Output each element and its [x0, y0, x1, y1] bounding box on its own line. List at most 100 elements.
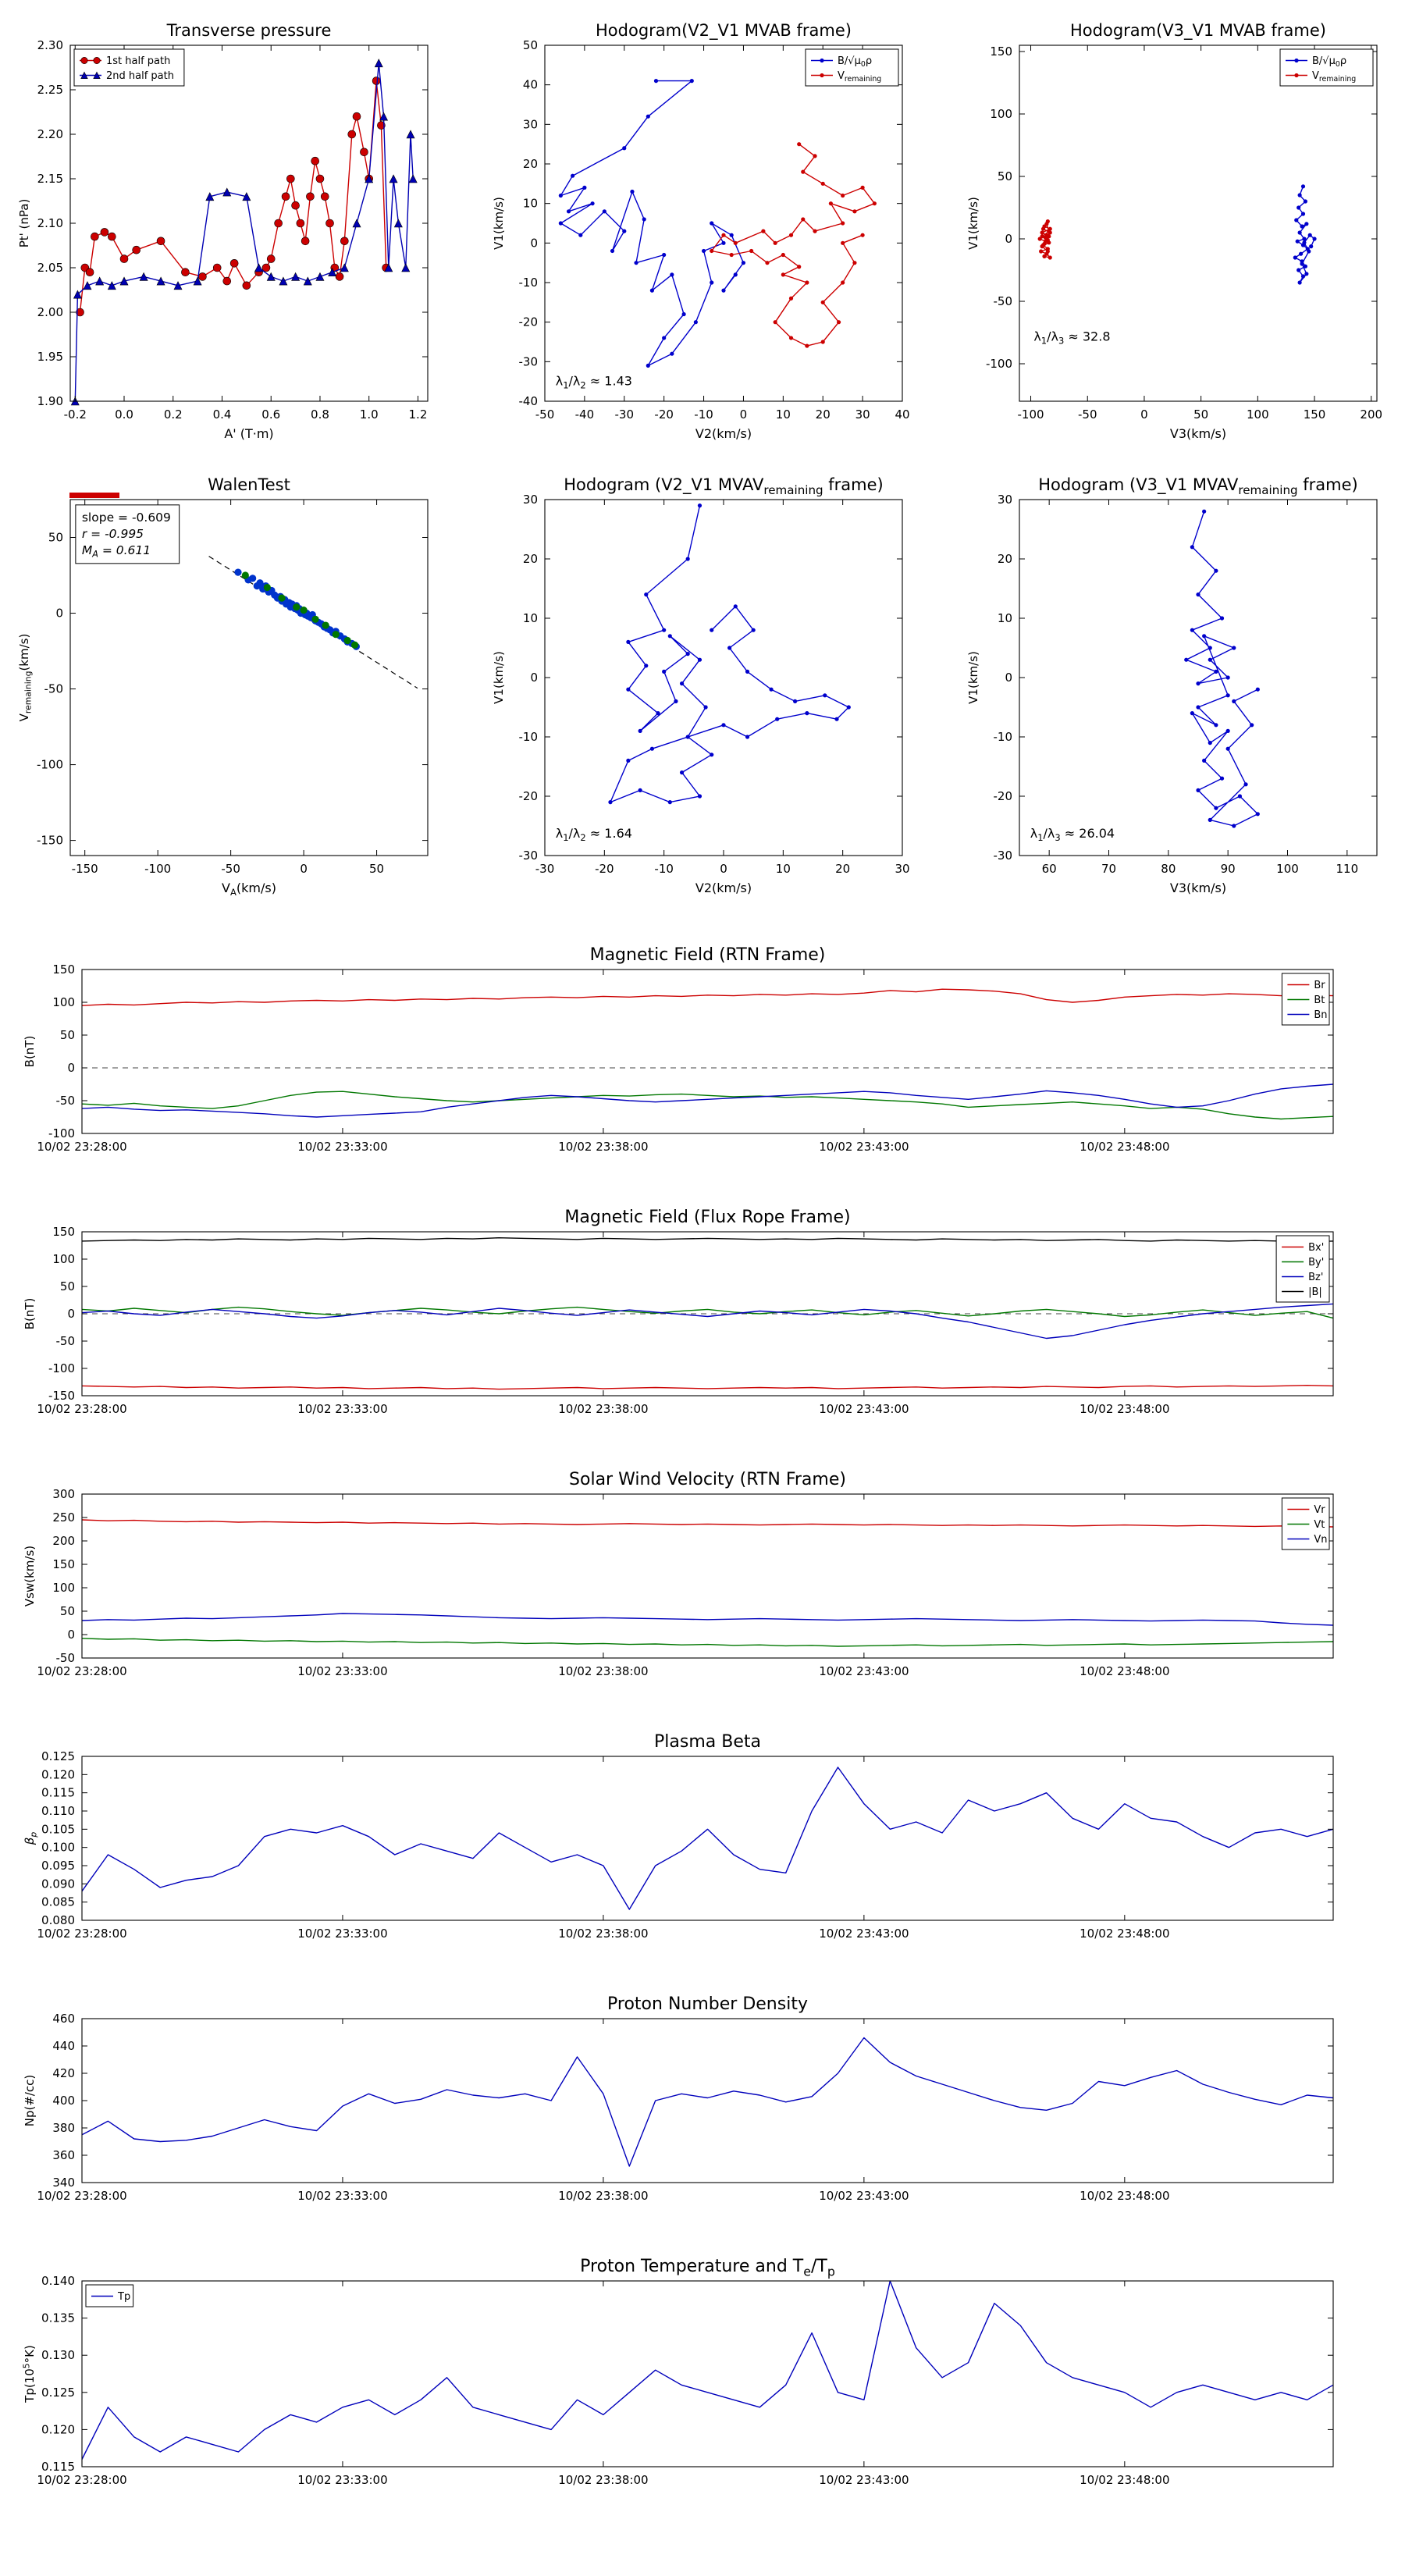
- svg-text:420: 420: [52, 2066, 75, 2080]
- svg-text:V3(km/s): V3(km/s): [1170, 881, 1226, 895]
- svg-text:-40: -40: [575, 407, 595, 422]
- chart-magnetic-rtn: 10/02 23:28:00 10/02 23:33:00 10/02 23:38:…: [8, 938, 1397, 1174]
- svg-text:10/02 23:28:00: 10/02 23:28:00: [37, 1664, 126, 1678]
- svg-text:0.120: 0.120: [41, 2422, 75, 2436]
- svg-text:10/02 23:43:00: 10/02 23:43:00: [819, 1402, 909, 1416]
- svg-text:10/02 23:48:00: 10/02 23:48:00: [1080, 1664, 1169, 1678]
- svg-text:-30: -30: [519, 354, 539, 368]
- svg-text:0.8: 0.8: [311, 407, 329, 422]
- svg-text:10/02 23:28:00: 10/02 23:28:00: [37, 2473, 126, 2487]
- svg-text:-10: -10: [994, 730, 1013, 744]
- chart-hodogram-v2v1-mvav: -30 -20 -10 0 10 20 30 -30 -20 -10 0 10 20 30 Hodogram…: [484, 467, 921, 901]
- svg-text:Hodogram (V2_V1 MVAVremaining: Hodogram (V2_V1 MVAVremaining frame): [564, 475, 884, 497]
- svg-text:0.125: 0.125: [41, 2386, 75, 2400]
- svg-text:250: 250: [52, 1510, 75, 1525]
- svg-text:10/02 23:48:00: 10/02 23:48:00: [1080, 1402, 1169, 1416]
- svg-text:-100: -100: [1018, 407, 1044, 422]
- svg-text:0: 0: [55, 607, 63, 621]
- svg-text:V1(km/s): V1(km/s): [966, 651, 980, 704]
- svg-text:-20: -20: [595, 862, 614, 876]
- svg-text:Vt: Vt: [1314, 1519, 1325, 1531]
- svg-text:0.125: 0.125: [41, 1749, 75, 1763]
- svg-text:Transverse pressure: Transverse pressure: [166, 21, 332, 40]
- chart-proton-temperature: 10/02 23:28:00 10/02 23:33:00 10/02 23:38:…: [8, 2250, 1397, 2507]
- svg-text:20: 20: [523, 157, 538, 171]
- svg-text:-10: -10: [519, 730, 539, 744]
- svg-text:440: 440: [52, 2039, 75, 2053]
- svg-text:0.130: 0.130: [41, 2348, 75, 2362]
- svg-text:-50: -50: [56, 1334, 76, 1348]
- svg-text:0: 0: [67, 1628, 75, 1642]
- panel-row-1: -0.2 0.0 0.2 0.4 0.6 0.8 1.0 1.2 1.90 1.95 2.00 2.0…: [0, 12, 1405, 447]
- svg-text:50: 50: [998, 169, 1012, 183]
- svg-text:Proton Temperature and Te/Tp: Proton Temperature and Te/Tp: [580, 2257, 835, 2279]
- chart-plasma-beta: 10/02 23:28:00 10/02 23:33:00 10/02 23:38:…: [8, 1725, 1397, 1961]
- svg-text:-50: -50: [44, 682, 64, 696]
- svg-text:-30: -30: [994, 849, 1013, 863]
- svg-text:λ1/λ2 ≈ 1.64: λ1/λ2 ≈ 1.64: [556, 826, 632, 843]
- hodogram-v2v1-mvav-plot: -30 -20 -10 0 10 20 30 -30 -20 -10 0 10 20 30 Hodogram…: [492, 475, 910, 895]
- svg-text:2.25: 2.25: [37, 83, 63, 97]
- figure-root: -0.2 0.0 0.2 0.4 0.6 0.8 1.0 1.2 1.90 1.95 2.00 2.0…: [0, 12, 1405, 2507]
- svg-text:10/02 23:28:00: 10/02 23:28:00: [37, 1140, 126, 1154]
- svg-text:-50: -50: [994, 294, 1013, 308]
- svg-text:Bt: Bt: [1314, 994, 1325, 1006]
- svg-text:380: 380: [52, 2121, 75, 2135]
- svg-text:40: 40: [523, 78, 538, 92]
- svg-text:Bx': Bx': [1308, 1242, 1324, 1254]
- svg-text:90: 90: [1221, 862, 1236, 876]
- svg-text:V2(km/s): V2(km/s): [695, 881, 752, 895]
- svg-text:MA = 0.611: MA = 0.611: [82, 543, 151, 560]
- svg-text:300: 300: [52, 1487, 75, 1501]
- svg-text:-10: -10: [694, 407, 713, 422]
- svg-text:150: 150: [1304, 407, 1326, 422]
- svg-text:100: 100: [1276, 862, 1299, 876]
- svg-text:50: 50: [60, 1279, 75, 1293]
- svg-text:Magnetic Field (Flux Rope Fram: Magnetic Field (Flux Rope Frame): [564, 1208, 850, 1227]
- svg-text:150: 150: [52, 1557, 75, 1571]
- svg-text:slope = -0.609: slope = -0.609: [82, 511, 171, 525]
- svg-text:150: 150: [52, 962, 75, 977]
- svg-text:0.6: 0.6: [261, 407, 280, 422]
- svg-text:0.080: 0.080: [41, 1913, 75, 1927]
- svg-text:0.0: 0.0: [115, 407, 133, 422]
- svg-text:Hodogram(V3_V1 MVAB frame): Hodogram(V3_V1 MVAB frame): [1070, 21, 1326, 41]
- svg-text:30: 30: [523, 117, 538, 131]
- svg-text:20: 20: [835, 862, 850, 876]
- svg-text:Vremaining: Vremaining: [838, 70, 881, 84]
- svg-text:0.115: 0.115: [41, 2460, 75, 2474]
- svg-text:r = -0.995: r = -0.995: [82, 527, 144, 541]
- svg-text:1.2: 1.2: [409, 407, 428, 422]
- svg-text:100: 100: [990, 107, 1012, 121]
- svg-text:2.00: 2.00: [37, 305, 63, 319]
- svg-text:10/02 23:43:00: 10/02 23:43:00: [819, 1664, 909, 1678]
- svg-text:40: 40: [895, 407, 909, 422]
- svg-text:10/02 23:38:00: 10/02 23:38:00: [558, 1140, 648, 1154]
- solar-wind-plot: 10/02 23:28:00 10/02 23:33:00 10/02 23:38:…: [23, 1470, 1334, 1678]
- svg-text:|B|: |B|: [1308, 1286, 1322, 1298]
- svg-text:30: 30: [523, 493, 538, 507]
- svg-text:20: 20: [523, 552, 538, 566]
- svg-text:0.115: 0.115: [41, 1786, 75, 1800]
- svg-text:10/02 23:48:00: 10/02 23:48:00: [1080, 2189, 1169, 2203]
- svg-text:70: 70: [1101, 862, 1116, 876]
- svg-text:10/02 23:48:00: 10/02 23:48:00: [1080, 1927, 1169, 1941]
- chart-hodogram-v3v1-mvab: -100 -50 0 50 100 150 200 -100 -50 0 50 100 150 Hodog…: [959, 12, 1396, 447]
- magnetic-rtn-plot: 10/02 23:28:00 10/02 23:33:00 10/02 23:38:…: [23, 945, 1334, 1154]
- svg-text:-100: -100: [986, 357, 1012, 371]
- svg-text:1st half path: 1st half path: [106, 55, 170, 67]
- svg-text:Tp: Tp: [117, 2291, 130, 2303]
- svg-text:Vn: Vn: [1314, 1534, 1327, 1546]
- svg-text:-50: -50: [221, 862, 240, 876]
- svg-text:Vremaining: Vremaining: [1312, 70, 1356, 84]
- svg-text:Pt' (nPa): Pt' (nPa): [17, 199, 31, 248]
- svg-text:10/02 23:38:00: 10/02 23:38:00: [558, 2189, 648, 2203]
- svg-text:150: 150: [990, 44, 1012, 59]
- svg-text:10/02 23:48:00: 10/02 23:48:00: [1080, 2473, 1169, 2487]
- svg-text:Bz': Bz': [1308, 1272, 1323, 1283]
- svg-text:460: 460: [52, 2012, 75, 2026]
- svg-text:10: 10: [998, 611, 1012, 625]
- svg-text:2nd half path: 2nd half path: [106, 70, 174, 82]
- svg-text:-20: -20: [519, 789, 539, 803]
- panel-row-2: -150 -100 -50 0 50 -150 -100 -50 0 50 WalenTest VA(…: [0, 467, 1405, 901]
